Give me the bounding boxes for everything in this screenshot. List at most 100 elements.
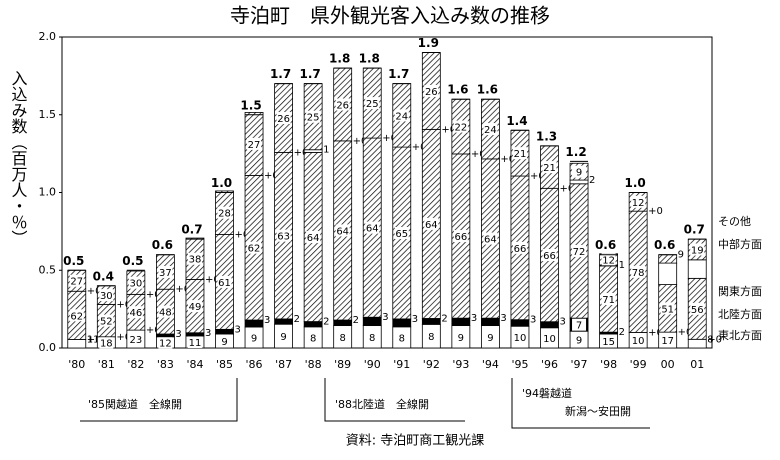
y-axis-label: 入込み数（百万人・％） (9, 70, 28, 246)
label-bg (128, 276, 143, 289)
total-label: 0.7 (684, 223, 705, 237)
label-bg (99, 314, 114, 327)
total-label: 1.3 (536, 129, 557, 143)
segment-label: 1 (323, 145, 329, 156)
label-bg (572, 244, 587, 257)
legend-label: 関東方面 (718, 284, 762, 298)
segment-label: 9 (251, 334, 257, 345)
label-bg (365, 330, 380, 343)
bar-segment (215, 328, 234, 335)
legend-label: その他 (718, 215, 751, 228)
segment-label: +0 (707, 334, 722, 345)
total-label: 1.0 (211, 176, 232, 190)
segment-label: 10 (543, 334, 556, 345)
y-tick-label: 2.0 (39, 30, 57, 43)
segment-label: +0 (530, 171, 545, 182)
source: 資料: 寺泊町商工観光課 (346, 433, 485, 449)
label-bg (365, 221, 380, 234)
segment-label: 63 (277, 232, 290, 243)
segment-label: 64 (307, 233, 320, 244)
label-bg (542, 161, 557, 174)
segment-label: 3 (560, 317, 566, 328)
segment-label: +0 (205, 274, 220, 285)
bar-segment (687, 338, 707, 349)
label-bg (690, 243, 705, 256)
segment-label: 3 (530, 315, 536, 326)
bar-segment (185, 332, 205, 337)
total-label: 1.0 (625, 176, 646, 190)
segment-label: 2 (294, 314, 300, 325)
segment-label: 8 (339, 333, 345, 344)
segment-label: +0 (648, 327, 663, 338)
total-label: 0.5 (122, 254, 143, 268)
bar-segment (569, 179, 589, 185)
segment-label: 52 (100, 317, 113, 328)
label-bg (394, 331, 409, 344)
bar-segment (274, 318, 293, 325)
label-bg (512, 241, 527, 254)
total-label: 1.5 (240, 98, 261, 112)
label-bg (276, 229, 291, 242)
segment-label: 62 (70, 311, 83, 322)
segment-label: 2 (589, 175, 595, 186)
label-bg (601, 293, 616, 306)
segment-label: 9 (678, 250, 684, 261)
y-tick-label: 0.0 (39, 341, 57, 354)
segment-label: 62 (248, 244, 261, 255)
label-bg (453, 230, 468, 243)
segment-label: 3 (235, 324, 241, 335)
label-bg (365, 97, 380, 110)
label-bg (276, 330, 291, 343)
bracket (80, 378, 238, 422)
segment-label: 51 (661, 304, 674, 315)
bar-segment (658, 262, 678, 285)
bar-segment (333, 319, 353, 327)
segment-label: 3 (382, 312, 388, 323)
label-bg (187, 252, 202, 265)
segment-label: 10 (514, 333, 527, 344)
total-label: 1.7 (300, 67, 321, 81)
segment-label: 12 (632, 198, 645, 209)
chart-title: 寺泊町 県外観光客入込み数の推移 (230, 4, 550, 28)
segment-label: +0 (235, 229, 250, 240)
segment-label: 66 (543, 251, 556, 262)
segment-label: 48 (159, 308, 172, 319)
segment-label: 3 (205, 328, 211, 339)
bracket (511, 378, 650, 429)
bar-segment (451, 317, 471, 327)
x-tick-label: '95 (511, 358, 528, 371)
total-label: 1.4 (506, 114, 527, 128)
total-label: 0.4 (93, 269, 114, 283)
label-bg (424, 330, 439, 343)
total-label: 1.6 (447, 83, 468, 97)
segment-label: 65 (395, 229, 408, 240)
segment-label: +0 (146, 289, 161, 300)
label-bg (306, 230, 321, 243)
x-tick-label: '80 (68, 358, 85, 371)
x-tick-label: '82 (127, 358, 144, 371)
x-tick-label: '91 (393, 358, 410, 371)
segment-label: 2 (353, 315, 359, 326)
annotation: '88北陸道 全線開 (335, 397, 429, 411)
label-bg (631, 195, 646, 208)
segment-label: 7 (576, 321, 582, 332)
label-bg (601, 253, 616, 266)
label-bg (631, 265, 646, 278)
segment-label: 64 (484, 235, 497, 246)
label-bg (187, 300, 202, 313)
total-label: 1.8 (329, 52, 350, 66)
segment-label: 15 (602, 337, 615, 348)
segment-label: +0 (116, 299, 131, 310)
segment-label: 61 (218, 278, 231, 289)
segment-label: 1 (619, 260, 625, 271)
segment-label: +0 (500, 154, 515, 165)
x-tick-label: '94 (482, 358, 499, 371)
x-tick-label: '86 (246, 358, 263, 371)
segment-label: +0 (560, 183, 575, 194)
label-bg (69, 309, 84, 322)
total-label: 1.6 (477, 83, 498, 97)
segment-label: 2 (619, 327, 625, 338)
label-bg (660, 334, 675, 347)
label-bg (158, 265, 173, 278)
segment-label: 27 (248, 140, 261, 151)
